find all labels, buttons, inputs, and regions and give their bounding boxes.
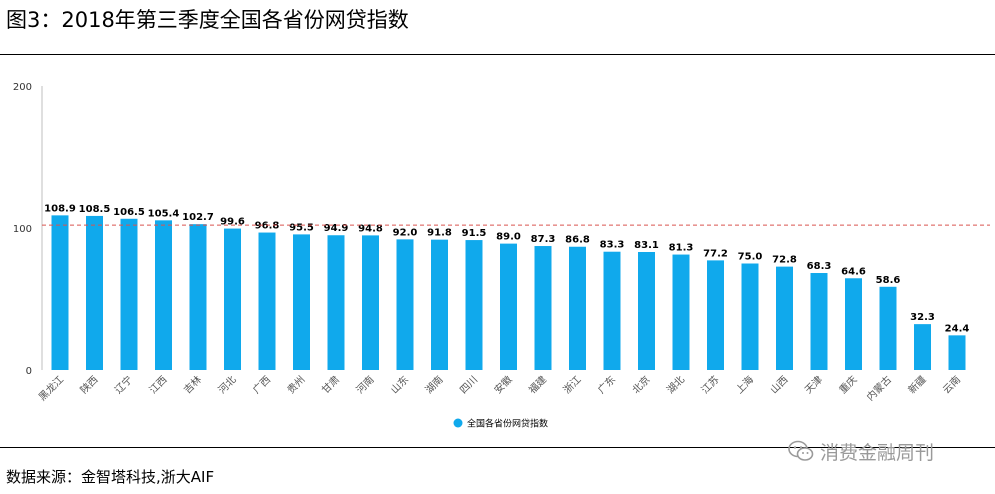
bar <box>845 278 862 370</box>
bar <box>431 239 448 370</box>
x-tick-label: 广东 <box>595 373 618 396</box>
bar <box>155 220 172 370</box>
x-tick-label: 黑龙江 <box>36 373 66 403</box>
data-label: 96.8 <box>255 221 280 232</box>
bar <box>603 251 621 370</box>
data-label: 87.3 <box>531 234 556 245</box>
data-label: 58.6 <box>876 275 901 286</box>
data-label: 91.8 <box>427 228 452 239</box>
x-tick-label: 上海 <box>733 373 756 396</box>
x-tick-label: 河南 <box>353 373 376 396</box>
bar <box>224 228 241 370</box>
data-label: 24.4 <box>945 323 970 334</box>
x-tick-label: 吉林 <box>181 373 204 396</box>
watermark: 消费金融周刊 <box>788 439 935 464</box>
bar <box>500 243 517 370</box>
data-label: 108.5 <box>79 204 111 215</box>
x-tick-label: 新疆 <box>905 373 928 396</box>
data-label: 92.0 <box>393 227 418 238</box>
bar <box>879 286 897 370</box>
watermark-text: 消费金融周刊 <box>820 441 935 464</box>
bar <box>534 246 552 370</box>
data-label: 94.9 <box>324 223 349 234</box>
bar <box>465 240 483 370</box>
x-tick-label: 云南 <box>940 373 963 396</box>
data-label: 86.8 <box>565 235 590 246</box>
data-label: 102.7 <box>182 212 214 223</box>
data-label: 68.3 <box>807 261 832 272</box>
bar <box>258 232 276 370</box>
bar <box>569 246 586 370</box>
x-tick-label: 福建 <box>526 373 549 396</box>
legend-marker <box>453 418 463 428</box>
x-tick-label: 内蒙古 <box>864 373 894 403</box>
x-tick-label: 广西 <box>250 374 273 397</box>
bar-chart: 0 100 200 108.9 黑龙江 108.5 陕西 106.5 辽宁 105.4 江西 102.… <box>13 82 990 430</box>
bar <box>707 260 724 370</box>
bar <box>396 239 414 370</box>
data-label: 108.9 <box>44 203 76 214</box>
data-label: 77.2 <box>703 248 728 259</box>
x-tick-label: 四川 <box>458 374 480 396</box>
x-tick-label: 天津 <box>802 374 825 397</box>
bar <box>914 324 931 370</box>
legend-label: 全国各省份网贷指数 <box>467 418 548 430</box>
data-label: 72.8 <box>772 255 797 266</box>
x-tick-label: 江西 <box>147 374 170 397</box>
bar <box>86 215 103 370</box>
data-label: 105.4 <box>148 208 180 219</box>
y-tick-label: 200 <box>13 82 32 93</box>
bar <box>672 254 690 370</box>
data-label: 91.5 <box>462 228 487 239</box>
x-tick-label: 辽宁 <box>112 373 135 396</box>
data-label: 83.3 <box>600 240 625 251</box>
bar <box>120 218 138 370</box>
x-tick-label: 浙江 <box>561 374 584 397</box>
data-label: 89.0 <box>496 232 521 243</box>
bar <box>327 235 345 370</box>
data-label: 95.5 <box>289 222 314 233</box>
source-note: 数据来源：金智塔科技,浙大AIF <box>6 468 215 486</box>
bar <box>189 224 207 370</box>
bar <box>810 273 828 370</box>
title-divider <box>0 54 995 55</box>
x-tick-label: 山西 <box>768 374 791 397</box>
x-tick-label: 湖南 <box>422 373 445 396</box>
data-label: 81.3 <box>669 243 694 254</box>
bar <box>638 251 655 370</box>
x-tick-label: 安徽 <box>491 373 514 396</box>
source-divider <box>0 447 995 448</box>
bar <box>948 335 966 370</box>
y-tick-label: 0 <box>26 366 32 377</box>
bar <box>776 266 793 370</box>
x-tick-label: 北京 <box>629 373 652 396</box>
x-tick-label: 河北 <box>216 374 239 397</box>
y-tick-label: 100 <box>13 224 32 235</box>
data-label: 83.1 <box>634 240 659 251</box>
x-tick-label: 甘肃 <box>319 373 342 396</box>
data-label: 94.8 <box>358 223 383 234</box>
bar <box>362 235 379 370</box>
x-tick-label: 山东 <box>388 373 411 396</box>
data-label: 106.5 <box>113 207 145 218</box>
bar <box>293 234 310 370</box>
data-label: 75.0 <box>738 252 763 263</box>
x-tick-label: 陕西 <box>77 373 100 396</box>
x-tick-label: 贵州 <box>284 373 307 396</box>
page-title: 图3：2018年第三季度全国各省份网贷指数 <box>6 8 409 32</box>
x-tick-label: 湖北 <box>664 374 687 397</box>
x-tick-label: 重庆 <box>836 373 859 396</box>
data-label: 32.3 <box>910 312 935 323</box>
data-label: 64.6 <box>841 266 866 277</box>
data-label: 99.6 <box>220 217 245 228</box>
bar <box>51 215 69 370</box>
bar <box>741 263 759 370</box>
wechat-icon <box>788 440 814 461</box>
x-tick-label: 江苏 <box>698 373 721 396</box>
